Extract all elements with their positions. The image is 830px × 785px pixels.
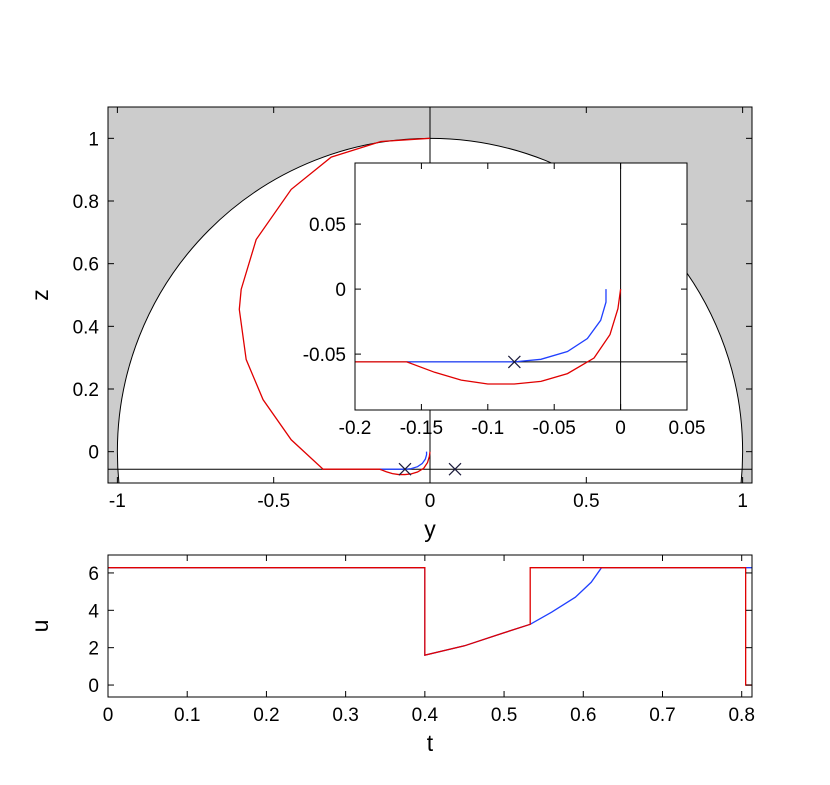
- data-line: [108, 567, 752, 686]
- x-axis-label: y: [424, 516, 436, 542]
- x-marker: [398, 462, 412, 476]
- y-tick-label: 6: [88, 564, 99, 585]
- x-tick-label: -0.15: [400, 418, 443, 439]
- y-tick-label: 2: [88, 639, 99, 660]
- x-axis-label: t: [427, 730, 434, 756]
- shaded-region: [108, 107, 752, 483]
- y-tick-label: 0: [335, 280, 346, 301]
- x-tick-label: -0.05: [533, 418, 576, 439]
- x-tick-label: 0.3: [332, 705, 358, 726]
- x-tick-label: 0.6: [570, 705, 596, 726]
- x-tick-label: 0.7: [649, 705, 675, 726]
- x-tick-label: -0.5: [257, 491, 290, 512]
- y-tick-label: 0: [88, 676, 99, 697]
- x-tick-label: 1: [737, 491, 748, 512]
- data-line: [238, 137, 431, 476]
- axes: -0.2 -0.15 -0.1 -0.05 0 0.05 -0.05 0 0.05: [303, 162, 706, 439]
- axes-box: [107, 106, 753, 484]
- x-tick-label: 0.4: [412, 705, 439, 726]
- x-marker: [507, 355, 521, 369]
- plot-area: [108, 567, 752, 686]
- y-axis-label: z: [27, 289, 53, 301]
- axes-background: [108, 555, 752, 697]
- y-tick-label: 0.8: [73, 192, 99, 213]
- data-line: [379, 451, 428, 470]
- data-line: [355, 289, 622, 385]
- axes-background: [355, 163, 687, 410]
- x-tick-label: 0.1: [174, 705, 200, 726]
- x-tick-label: 0.2: [253, 705, 279, 726]
- x-tick-label: 0: [103, 705, 114, 726]
- x-tick-label: 0: [615, 418, 626, 439]
- x-tick-label: 0.8: [728, 705, 754, 726]
- x-marker: [448, 462, 462, 476]
- x-tick-label: 0.5: [491, 705, 517, 726]
- y-tick-label: -0.05: [303, 345, 346, 366]
- x-tick-label: -0.1: [471, 418, 504, 439]
- data-line: [406, 289, 607, 363]
- y-axis-label: u: [27, 620, 53, 633]
- circle: [116, 137, 744, 483]
- x-tick-label: -1: [109, 491, 126, 512]
- plot-area: [355, 163, 687, 410]
- y-tick-label: 0.2: [73, 380, 99, 401]
- x-tick-label: 0.05: [669, 418, 706, 439]
- y-tick-label: 4: [88, 601, 99, 622]
- y-tick-label: 0: [88, 443, 99, 464]
- y-tick-label: 0.6: [73, 255, 99, 276]
- y-tick-label: 0.05: [309, 215, 346, 236]
- x-tick-label: 0.5: [573, 491, 599, 512]
- axes-box: [107, 554, 753, 698]
- axes: 0 0.1 0.2 0.3 0.4 0.5 0.6 0.7 0.8 0 2 4 6 t u: [27, 554, 755, 756]
- x-tick-label: 0: [425, 491, 436, 512]
- y-tick-label: 1: [88, 129, 99, 150]
- x-tick-label: -0.2: [339, 418, 372, 439]
- y-tick-label: 0.4: [73, 317, 100, 338]
- axes-box: [354, 162, 688, 411]
